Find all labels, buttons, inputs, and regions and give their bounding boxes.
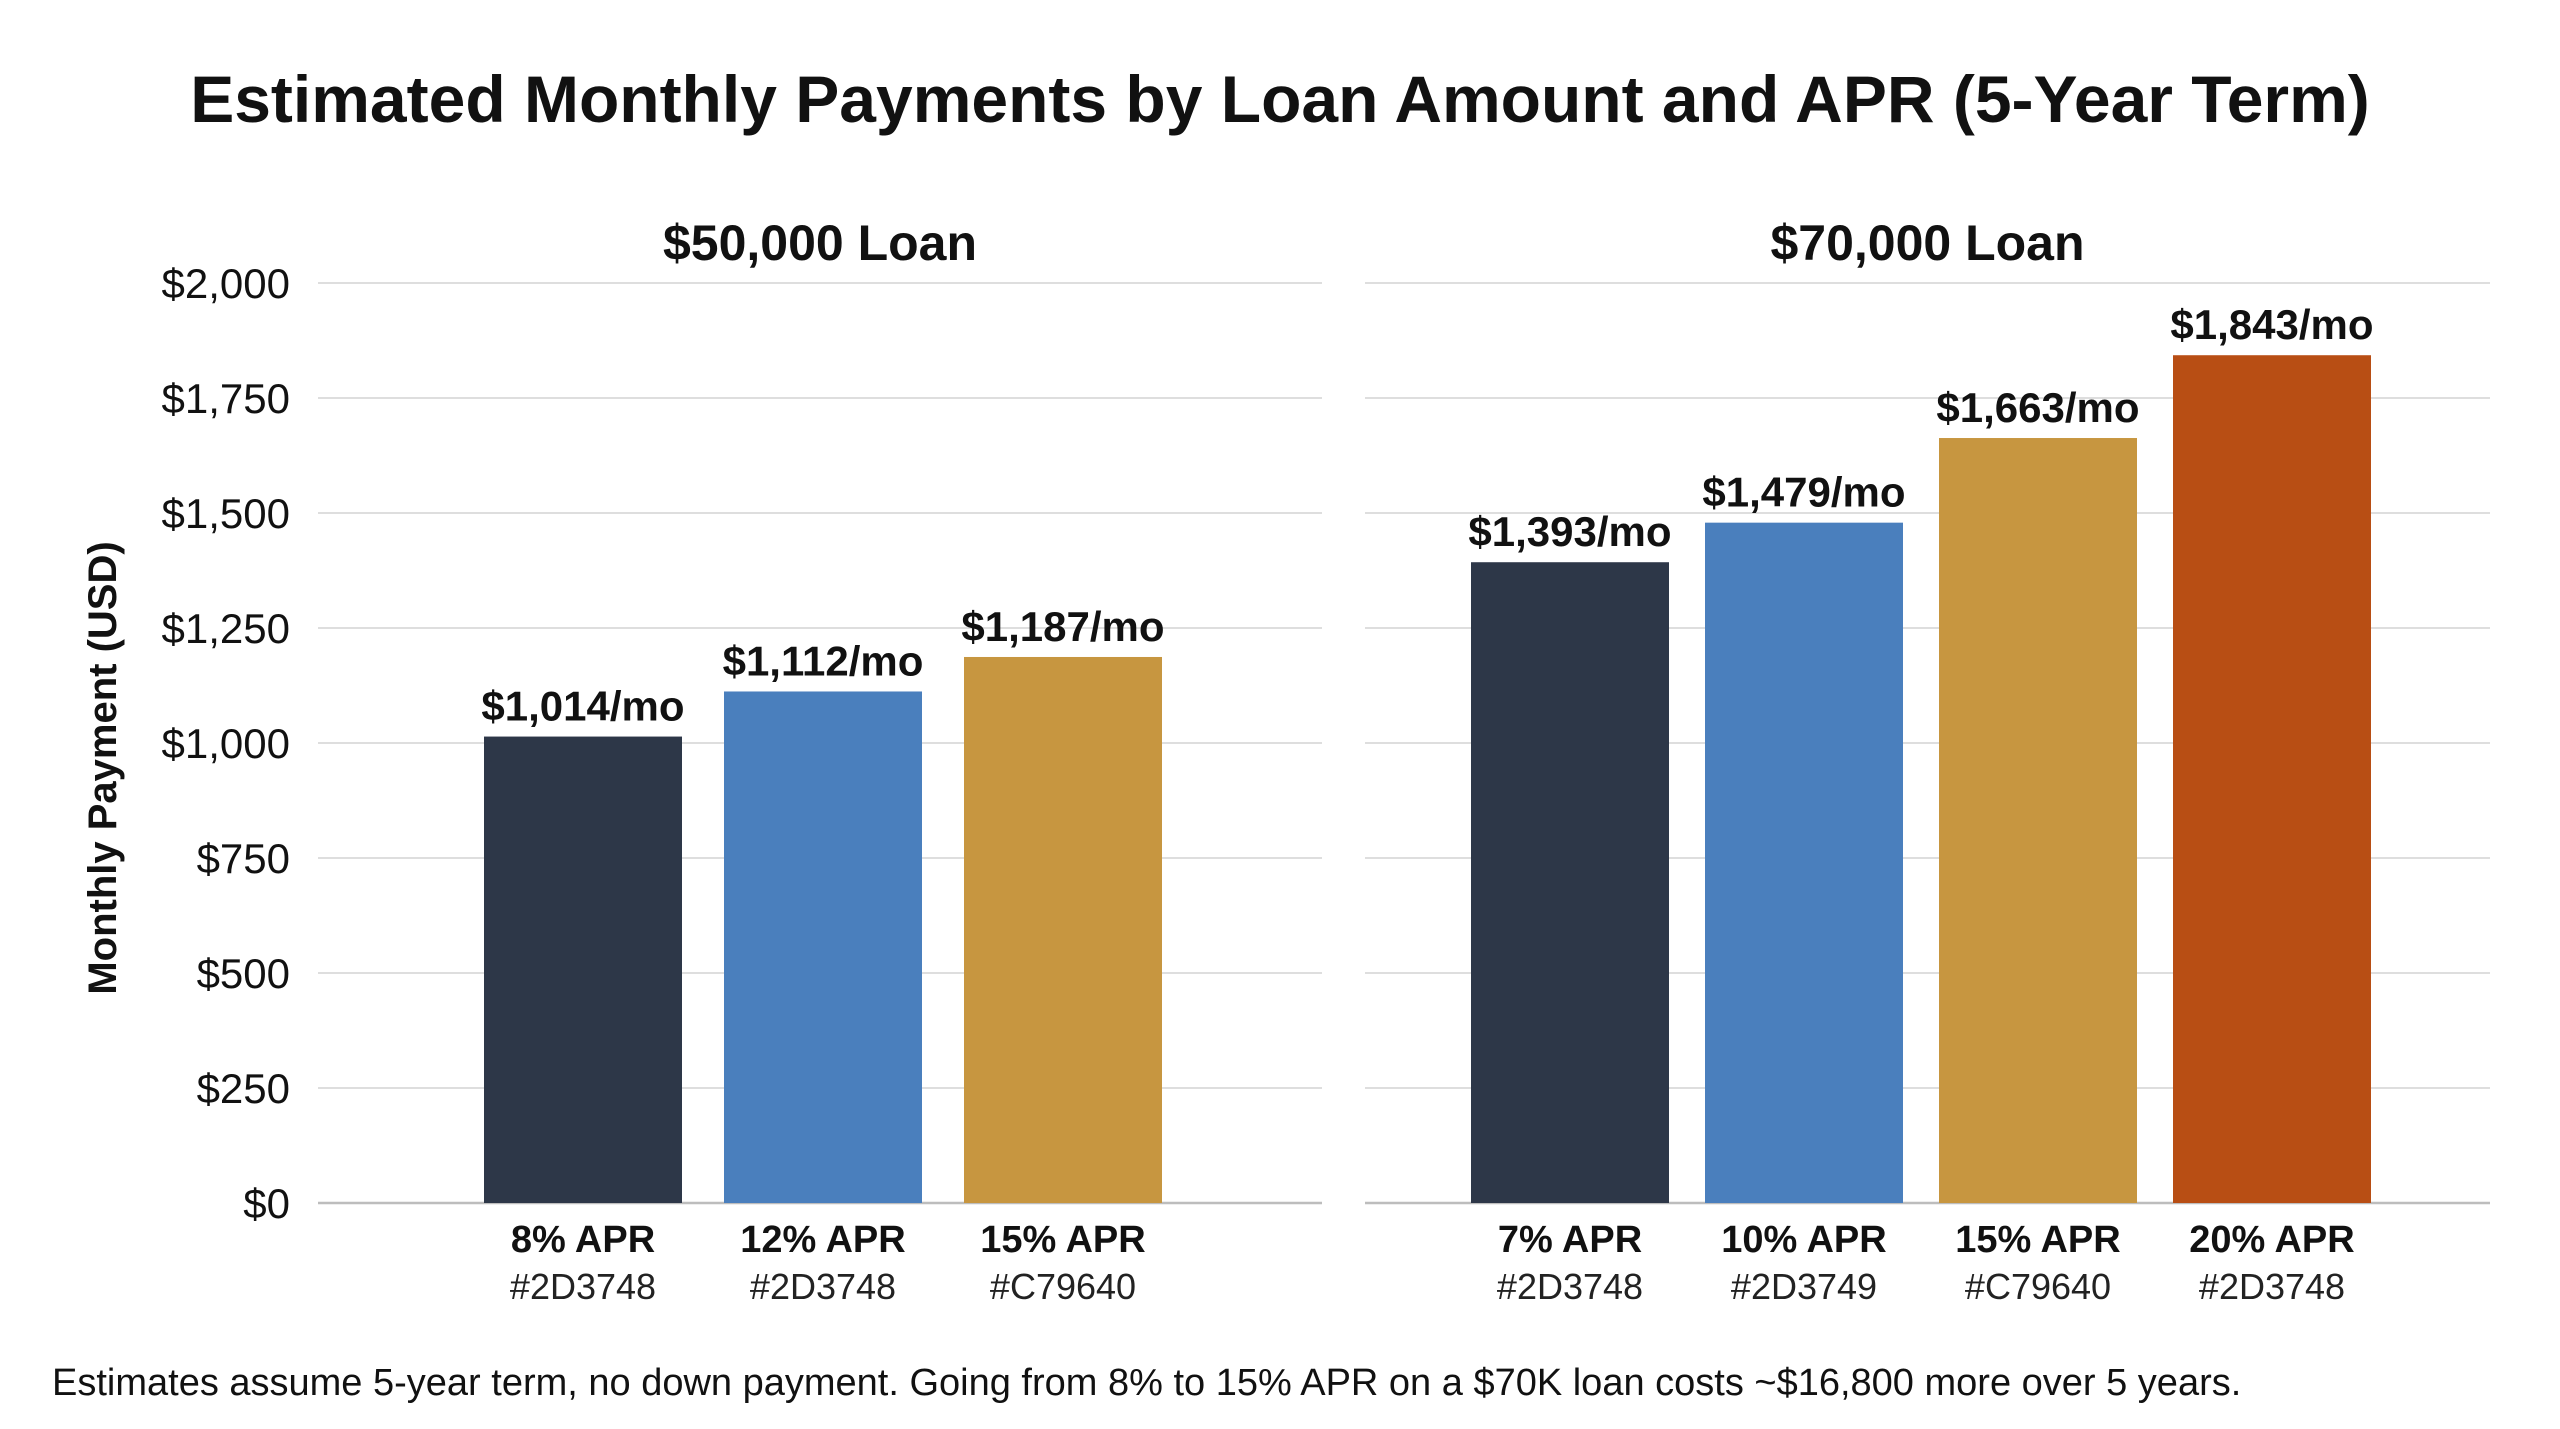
x-category-sublabel: #2D3748 [1497, 1266, 1643, 1307]
x-category-label: 15% APR [980, 1219, 1145, 1261]
y-tick-label: $500 [197, 950, 290, 997]
x-category-label: 20% APR [2189, 1219, 2354, 1261]
bar-value-label: $1,112/mo [723, 637, 924, 684]
x-category-sublabel: #2D3749 [1731, 1266, 1877, 1307]
bar-value-label: $1,187/mo [961, 603, 1164, 650]
panel-title: $50,000 Loan [663, 215, 977, 271]
x-category-sublabel: #C79640 [1965, 1266, 2111, 1307]
y-tick-label: $1,250 [162, 605, 290, 652]
bar [1939, 438, 2137, 1203]
bar [1705, 522, 1903, 1203]
bar-value-label: $1,479/mo [1702, 469, 1905, 516]
bar [964, 656, 1162, 1203]
x-category-label: 8% APR [511, 1219, 655, 1261]
bar-value-label: $1,843/mo [2170, 301, 2373, 348]
y-tick-label: $1,000 [162, 720, 290, 767]
bar-value-label: $1,663/mo [1936, 384, 2139, 431]
y-tick-label: $250 [197, 1065, 290, 1112]
y-axis-label: Monthly Payment (USD) [81, 541, 125, 994]
bar [484, 736, 682, 1203]
bar [2173, 355, 2371, 1204]
x-category-sublabel: #C79640 [990, 1266, 1136, 1307]
bar-value-label: $1,393/mo [1468, 508, 1671, 555]
y-axis-ticks: $0 $250 $500 $750 $1,000 $1,250 $1,500 $1,750 $2… [162, 260, 290, 1227]
footnote: Estimates assume 5-year term, no down pa… [52, 1362, 2242, 1404]
x-category-label: 15% APR [1955, 1219, 2120, 1261]
bar [1471, 562, 1669, 1203]
panel-1: $50,000 Loan $1,014/mo 8% APR #2D3748 $1,112… [481, 215, 1164, 1307]
chart-panels: $50,000 Loan $1,014/mo 8% APR #2D3748 $1,112… [481, 215, 2373, 1307]
x-category-label: 10% APR [1721, 1219, 1886, 1261]
x-category-sublabel: #2D3748 [510, 1266, 656, 1307]
chart-title: Estimated Monthly Payments by Loan Amoun… [190, 62, 2370, 136]
x-category-sublabel: #2D3748 [2199, 1266, 2345, 1307]
panel-title: $70,000 Loan [1770, 215, 2084, 271]
panel-2: $70,000 Loan $1,393/mo 7% APR #2D3748 $1,479… [1468, 215, 2373, 1307]
y-tick-label: $0 [243, 1180, 290, 1227]
x-category-label: 7% APR [1498, 1219, 1642, 1261]
x-category-label: 12% APR [740, 1219, 905, 1261]
bar [724, 691, 922, 1203]
y-tick-label: $1,500 [162, 490, 290, 537]
bar-value-label: $1,014/mo [481, 683, 684, 730]
x-category-sublabel: #2D3748 [750, 1266, 896, 1307]
y-tick-label: $750 [197, 835, 290, 882]
y-tick-label: $2,000 [162, 260, 290, 307]
y-tick-label: $1,750 [162, 375, 290, 422]
